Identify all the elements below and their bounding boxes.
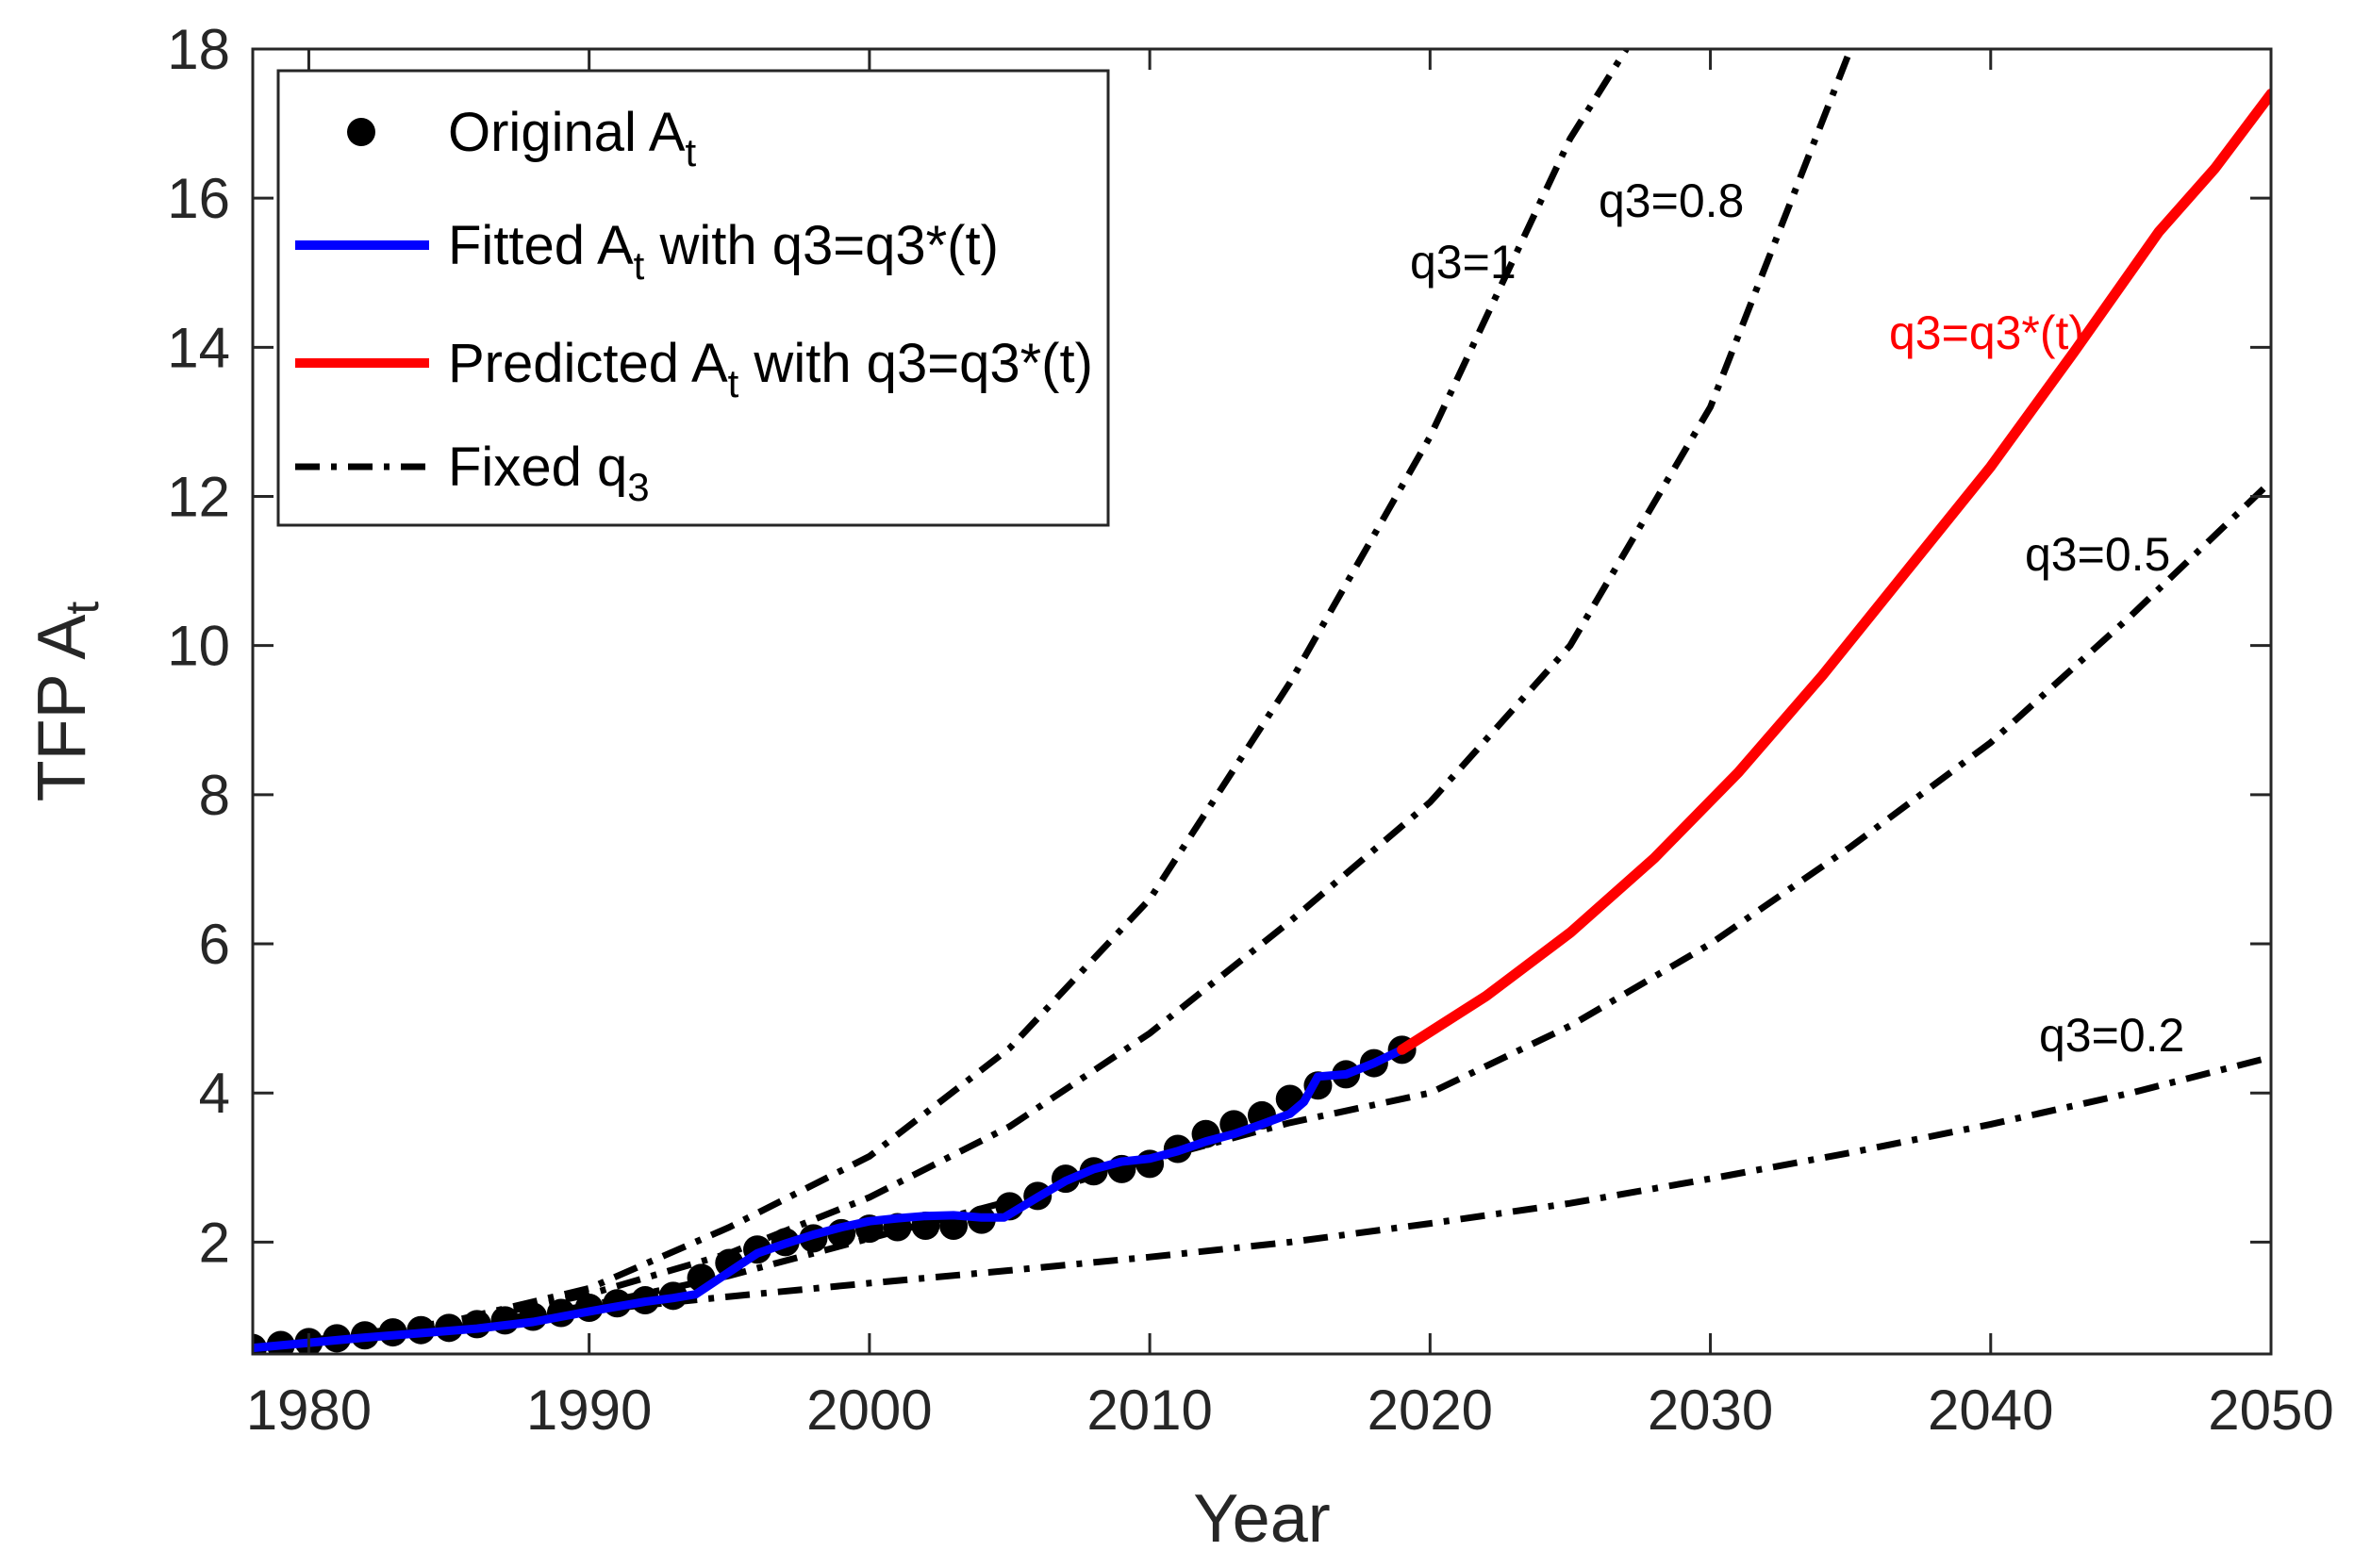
y-axis-title-subscript: t xyxy=(56,602,108,615)
y-axis-title-main: TFP A xyxy=(25,615,100,802)
legend-box xyxy=(276,69,1110,527)
legend-label-tail: with q3=q3*(t) xyxy=(644,215,999,276)
fixed-q3-curve-q3-1 xyxy=(253,49,1630,1352)
legend-label: Original At xyxy=(448,102,696,174)
legend-label-main: Fixed q xyxy=(448,437,627,498)
y-axis-title: TFP At xyxy=(25,602,108,802)
x-tick-label: 2030 xyxy=(1648,1378,1773,1442)
x-tick-label: 1990 xyxy=(526,1378,652,1442)
plot-frame xyxy=(251,47,2273,1356)
y-tick-label: 14 xyxy=(167,316,230,379)
legend-label: Fitted At with q3=q3*(t) xyxy=(448,215,999,288)
y-tick-label: 18 xyxy=(167,18,230,81)
legend-item-fixed: Fixed q3 xyxy=(295,437,650,509)
curve-label: q3=q3*(t) xyxy=(1889,306,2084,359)
x-tick-label: 2050 xyxy=(2208,1378,2333,1442)
predicted-curve xyxy=(1397,89,2271,1055)
legend-item-predicted: Predicted At with q3=q3*(t) xyxy=(295,333,1093,405)
y-tick-label: 8 xyxy=(199,764,230,827)
y-tick-label: 4 xyxy=(199,1062,230,1125)
legend-label: Fixed q3 xyxy=(448,437,650,509)
legend-label-main: Predicted A xyxy=(448,333,728,394)
legend-marker xyxy=(347,118,375,146)
curve-label: q3=0.2 xyxy=(2039,1009,2184,1062)
plot-area xyxy=(253,49,2271,1354)
x-tick-label: 2020 xyxy=(1368,1378,1493,1442)
legend-label-subscript: t xyxy=(685,130,696,174)
y-axis-ticks: 2 4 6 8 10 12 14 16 18 xyxy=(167,18,2271,1274)
legend-label-subscript: 3 xyxy=(627,465,649,509)
x-axis-ticks: 1980 1990 2000 2010 2020 2030 2040 2050 xyxy=(246,49,2334,1442)
y-tick-label: 12 xyxy=(167,466,230,529)
fitted-curve xyxy=(253,1045,1407,1353)
fixed-q3-curve-q3-0-8 xyxy=(253,49,1854,1352)
x-axis-title: Year xyxy=(1193,1481,1330,1557)
x-tick-label: 2010 xyxy=(1086,1378,1212,1442)
axes: 1980 1990 2000 2010 2020 2030 2040 2050 2 4 6 8 10 1… xyxy=(25,18,2334,1557)
legend-label-main: Fitted A xyxy=(448,215,634,276)
legend-item-fitted: Fitted At with q3=q3*(t) xyxy=(295,215,999,288)
curve-label: q3=0.5 xyxy=(2025,528,2170,581)
curve-label: q3=0.8 xyxy=(1599,174,1744,227)
y-tick-label: 2 xyxy=(199,1211,230,1274)
curve-label: q3=1 xyxy=(1410,236,1517,289)
legend-label-subscript: t xyxy=(634,243,645,288)
y-tick-label: 16 xyxy=(167,167,230,230)
legend-label-tail: with q3=q3*(t) xyxy=(738,333,1093,394)
x-tick-label: 2040 xyxy=(1928,1378,2053,1442)
legend-label: Predicted At with q3=q3*(t) xyxy=(448,333,1093,405)
x-tick-label: 2000 xyxy=(806,1378,932,1442)
legend-label-main: Original A xyxy=(448,102,686,163)
y-tick-label: 10 xyxy=(167,615,230,678)
curve-annotations: q3=1 q3=0.8 q3=q3*(t) q3=0.5 q3=0.2 xyxy=(1410,174,2184,1062)
legend-item-original: Original At xyxy=(347,102,696,174)
legend-label-subscript: t xyxy=(728,361,739,405)
y-tick-label: 6 xyxy=(199,913,230,976)
x-tick-label: 1980 xyxy=(246,1378,372,1442)
